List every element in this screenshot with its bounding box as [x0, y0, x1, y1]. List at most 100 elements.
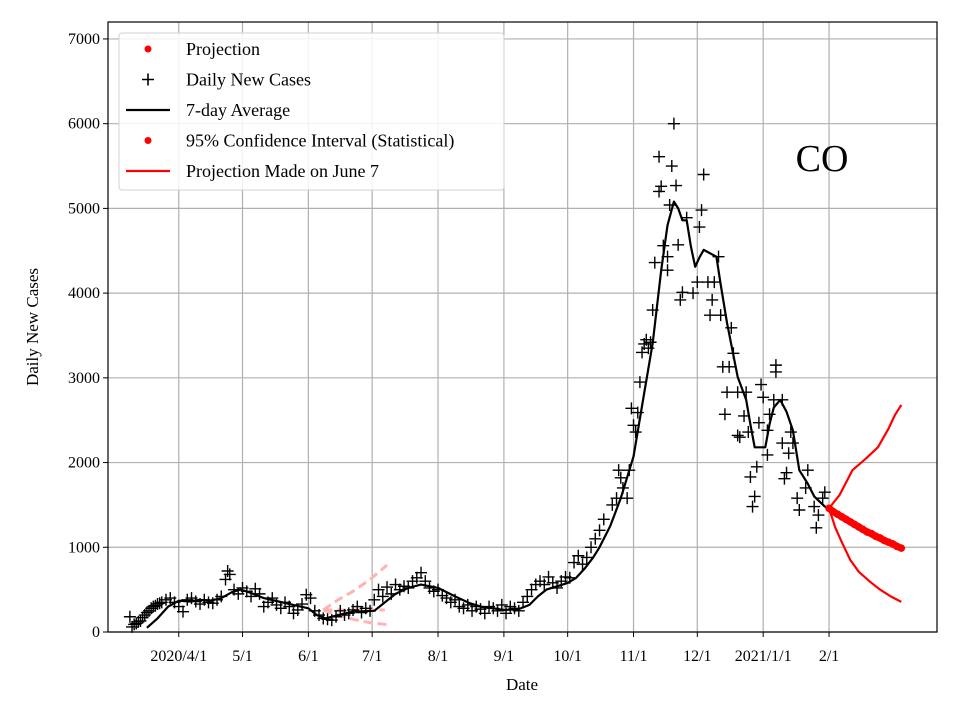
- daily-case-point: [752, 416, 765, 429]
- daily-case-point: [402, 581, 415, 594]
- x-tick-label: 9/1: [494, 648, 514, 665]
- daily-case-point: [769, 365, 782, 378]
- x-axis-label: Date: [506, 675, 538, 694]
- x-tick-label: 5/1: [232, 648, 252, 665]
- daily-case-point: [572, 549, 585, 562]
- daily-case-point: [676, 286, 689, 299]
- daily-case-point: [266, 592, 279, 605]
- daily-case-point: [585, 541, 598, 554]
- legend-label: 7-day Average: [186, 100, 290, 120]
- daily-case-point: [625, 402, 638, 415]
- daily-case-point: [793, 504, 806, 516]
- x-tick-label: 8/1: [428, 648, 448, 665]
- daily-case-point: [153, 597, 166, 610]
- daily-case-point: [419, 575, 432, 588]
- daily-case-point: [755, 378, 768, 391]
- daily-case-point: [784, 426, 797, 439]
- x-tick-label: 2021/1/1: [735, 648, 792, 665]
- 95-ci-upper-line: [828, 404, 903, 509]
- daily-case-point: [563, 571, 576, 584]
- daily-case-point: [610, 492, 623, 505]
- daily-case-point: [748, 490, 761, 503]
- daily-case-point: [731, 429, 744, 442]
- daily-case-point: [667, 117, 680, 130]
- daily-case-point: [415, 566, 428, 579]
- daily-case-point: [746, 500, 759, 513]
- x-tick-label: 2/1: [819, 648, 839, 665]
- daily-case-point: [223, 568, 236, 581]
- daily-case-point: [657, 239, 670, 252]
- x-tick-label: 7/1: [362, 648, 382, 665]
- y-axis-ticks: 0 1000 2000 3000 4000 5000 6000 7000: [68, 31, 108, 641]
- daily-case-point: [721, 386, 734, 399]
- state-label: CO: [796, 138, 849, 180]
- daily-case-point: [633, 376, 646, 389]
- daily-case-point: [636, 346, 649, 359]
- y-axis-label: Daily New Cases: [23, 268, 42, 386]
- legend-label: Daily New Cases: [186, 70, 311, 90]
- daily-case-point: [695, 204, 708, 217]
- legend-label: 95% Confidence Interval (Statistical): [186, 131, 454, 152]
- daily-case-point: [661, 264, 674, 277]
- y-tick-label: 6000: [68, 116, 100, 133]
- daily-case-point: [801, 464, 814, 477]
- y-tick-label: 0: [92, 624, 100, 641]
- daily-case-point: [691, 276, 704, 289]
- daily-case-point: [791, 492, 804, 505]
- daily-case-point: [778, 472, 791, 485]
- daily-case-point: [304, 592, 317, 605]
- daily-case-point: [551, 581, 564, 594]
- 7-day-average-line: [146, 200, 830, 629]
- daily-case-point: [812, 509, 825, 522]
- daily-case-point: [612, 464, 625, 477]
- daily-case-point: [245, 590, 258, 603]
- daily-case-point: [495, 598, 508, 611]
- daily-case-point: [253, 587, 266, 600]
- daily-case-point: [693, 221, 706, 234]
- daily-case-point: [665, 160, 678, 173]
- daily-case-point: [597, 513, 610, 526]
- legend-label: Projection: [186, 39, 260, 59]
- projection-made-on-june-7-upper-line: [322, 563, 388, 612]
- daily-case-point: [810, 521, 823, 534]
- daily-case-point: [697, 168, 710, 181]
- daily-case-point: [623, 464, 636, 477]
- daily-case-point: [521, 590, 534, 603]
- daily-case-point: [740, 386, 753, 399]
- daily-case-point: [631, 406, 644, 419]
- projection-made-on-june-7-lower-line: [322, 608, 390, 627]
- daily-case-point: [568, 556, 581, 569]
- daily-case-point: [646, 304, 659, 317]
- y-tick-label: 3000: [68, 370, 100, 387]
- daily-case-point: [818, 486, 831, 499]
- daily-case-point: [653, 150, 666, 163]
- legend-plus-icon: [142, 73, 154, 86]
- x-axis-ticks: 2020/4/1 5/1 6/1 7/1 8/1 9/1 10/1 11/1 12/1 2021/…: [150, 632, 839, 665]
- daily-case-point: [727, 347, 740, 360]
- daily-case-point: [799, 481, 812, 494]
- daily-case-point: [385, 587, 398, 600]
- daily-case-point: [776, 437, 789, 450]
- daily-case-point: [674, 293, 687, 306]
- daily-case-point: [780, 466, 793, 479]
- daily-case-point: [593, 524, 606, 537]
- daily-case-point: [538, 578, 551, 591]
- daily-case-point: [642, 342, 655, 355]
- daily-case-point: [706, 293, 719, 306]
- daily-case-point: [725, 321, 738, 334]
- daily-case-point: [372, 583, 385, 596]
- daily-case-point: [381, 581, 394, 594]
- daily-case-point: [714, 309, 727, 322]
- legend-label: Projection Made on June 7: [186, 161, 379, 181]
- daily-case-point: [733, 431, 746, 444]
- daily-case-point: [782, 447, 795, 460]
- daily-case-point: [368, 593, 381, 606]
- daily-case-point: [776, 393, 789, 406]
- y-tick-label: 2000: [68, 455, 100, 472]
- daily-case-point: [606, 498, 619, 511]
- daily-case-point: [687, 287, 700, 300]
- x-tick-label: 6/1: [298, 648, 318, 665]
- daily-case-point: [644, 336, 657, 349]
- daily-case-point: [283, 600, 296, 613]
